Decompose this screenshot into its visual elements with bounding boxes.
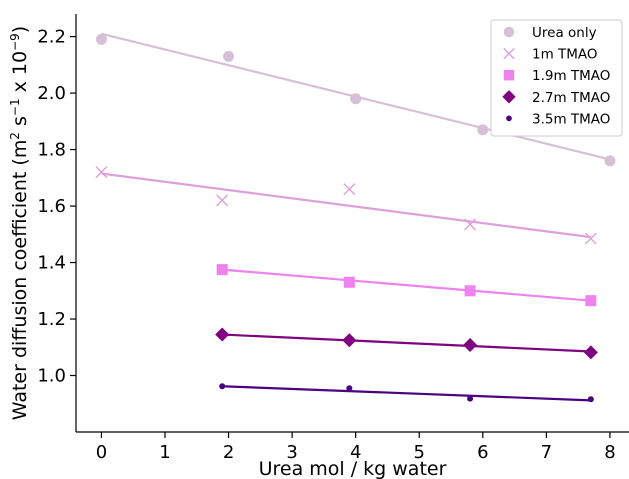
x-tick-label: 1 (159, 442, 170, 463)
marker-diamond (502, 90, 516, 104)
legend-label: 3.5m TMAO (532, 111, 610, 127)
marker-circle (503, 26, 515, 38)
y-tick-label: 1.2 (37, 309, 66, 330)
marker-x (503, 47, 515, 60)
marker-circle (350, 93, 362, 105)
marker-x (343, 183, 356, 196)
marker-x-stroke (464, 218, 477, 231)
x-tick-label: 7 (541, 442, 552, 463)
series-4 (219, 383, 594, 403)
y-axis-title-mid1: s (9, 116, 31, 132)
legend-frame (490, 19, 623, 137)
marker-square (343, 276, 355, 288)
marker-x (95, 166, 108, 179)
marker-diamond (463, 338, 478, 353)
y-axis-title-sup3: −9 (8, 33, 22, 51)
y-tick-label: 1.0 (37, 366, 66, 387)
marker-circle (95, 33, 107, 45)
marker-x-stroke (216, 194, 229, 207)
marker-square (503, 69, 515, 81)
marker-dot (467, 395, 474, 402)
y-tick-label: 2.2 (37, 27, 66, 48)
marker-diamond (215, 327, 230, 342)
marker-circle (477, 124, 489, 136)
series-2 (216, 264, 597, 307)
marker-square (216, 264, 228, 276)
marker-diamond (583, 345, 598, 360)
marker-circle (223, 50, 235, 62)
legend: Urea only 1m TMAO 1.9m TMAO 2.7m TMAO 3.5m T… (490, 19, 623, 137)
marker-square (464, 285, 476, 297)
fit-line-1 (101, 172, 592, 239)
y-axis-title-sup1: 2 (8, 132, 22, 140)
x-tick-label: 3 (286, 442, 297, 463)
marker-dot (506, 115, 512, 122)
series-1 (95, 166, 597, 245)
legend-label: 1.9m TMAO (532, 68, 610, 84)
marker-square (585, 295, 597, 307)
marker-dot (219, 383, 226, 390)
legend-label: 2.7m TMAO (532, 90, 610, 106)
legend-item: 3.5m TMAO (506, 111, 610, 127)
fit-line-3 (222, 333, 591, 353)
marker-x-stroke (95, 166, 108, 179)
x-axis-title: Urea mol / kg water (259, 458, 447, 479)
x-tick-label: 5 (414, 442, 425, 463)
y-axis-title: Water diffusion coefficient (m2 s−1 x 10… (8, 26, 31, 420)
series-0 (95, 33, 616, 167)
marker-diamond (342, 333, 357, 348)
x-tick-label: 6 (477, 442, 488, 463)
marker-circle (604, 155, 616, 167)
legend-item: 2.7m TMAO (502, 90, 610, 106)
series-3 (215, 327, 598, 360)
x-tick-label: 4 (350, 442, 361, 463)
y-tick-label: 1.4 (37, 253, 66, 274)
marker-x (464, 218, 477, 231)
data-points (95, 33, 616, 403)
fit-line-2 (222, 268, 591, 302)
x-tick-label: 8 (604, 442, 615, 463)
y-axis-title-end: ) (9, 26, 31, 33)
marker-x (584, 232, 597, 245)
legend-label: 1m TMAO (532, 47, 598, 63)
legend-item: 1.9m TMAO (503, 68, 610, 84)
y-tick-label: 1.8 (37, 140, 66, 161)
marker-x-stroke (503, 47, 515, 60)
axes: 0 1 2 3 4 5 6 7 8 1.0 1.2 1.4 1.6 1.8 2.0 2.2 (37, 14, 629, 463)
y-axis-title-sup2: −1 (8, 98, 22, 116)
y-tick-label: 2.0 (37, 83, 66, 104)
legend-item: Urea only (503, 25, 597, 41)
fit-line-4 (222, 385, 591, 402)
legend-label: Urea only (532, 25, 597, 41)
y-axis-title-main: Water diffusion coefficient (m (9, 140, 31, 421)
marker-dot (346, 385, 353, 392)
legend-item: 1m TMAO (503, 47, 598, 63)
x-tick-label: 2 (223, 442, 234, 463)
x-tick-label: 0 (96, 442, 107, 463)
y-tick-label: 1.6 (37, 196, 66, 217)
marker-x-stroke (584, 232, 597, 245)
y-axis-title-mid2: x 10 (9, 51, 31, 99)
marker-dot (587, 396, 594, 403)
marker-x (216, 194, 229, 207)
marker-x-stroke (343, 183, 356, 196)
